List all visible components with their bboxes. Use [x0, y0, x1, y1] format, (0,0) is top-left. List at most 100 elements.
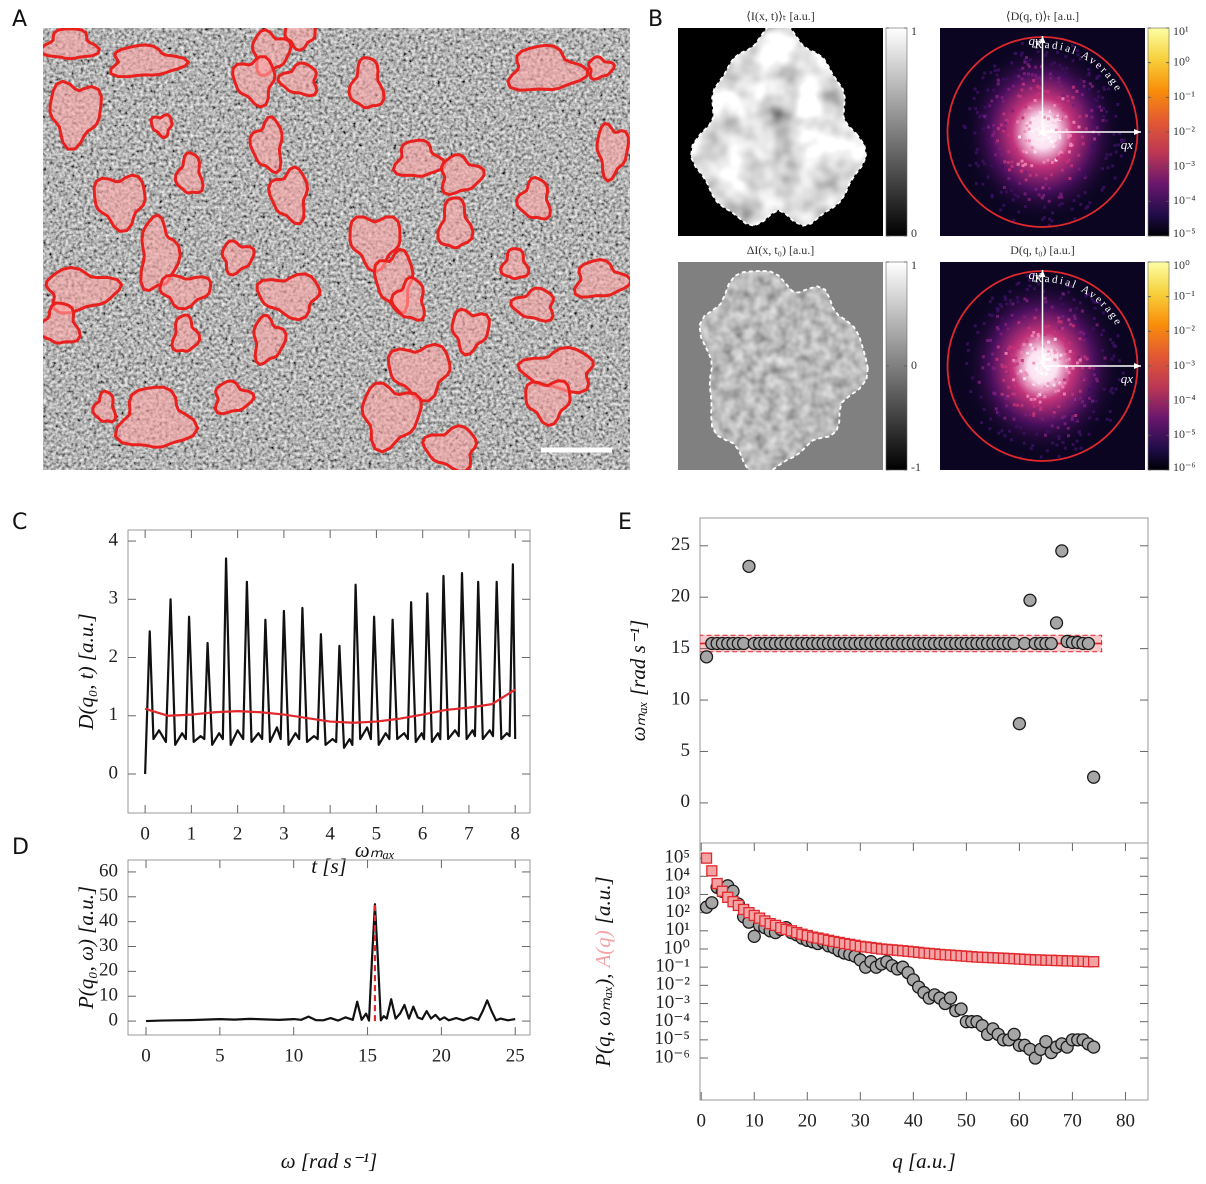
speckle: [1045, 330, 1049, 334]
speckle: [1061, 440, 1065, 444]
speckle: [1048, 72, 1052, 76]
speckle: [1040, 390, 1044, 394]
speckle: [1049, 139, 1053, 143]
speckle: [1109, 389, 1113, 393]
data-point: [1086, 1040, 1101, 1054]
speckle: [1078, 115, 1082, 119]
speckle: [1023, 162, 1027, 166]
speckle: [996, 327, 1000, 331]
speckle: [1046, 302, 1050, 306]
speckle: [1090, 84, 1094, 88]
data-point: [747, 929, 761, 943]
y-tick-label: 1: [109, 704, 119, 725]
cell-cluster: [436, 196, 475, 250]
speckle: [1092, 367, 1096, 370]
speckle: [1025, 149, 1029, 153]
speckle: [1047, 324, 1051, 328]
image: [678, 28, 883, 236]
speckle: [1000, 152, 1004, 156]
image-title: ΔI(x, t₀) [a.u.]: [747, 243, 815, 257]
speckle: [1053, 139, 1057, 143]
speckle: [1093, 97, 1097, 101]
data-point: [1049, 616, 1064, 630]
speckle: [1010, 370, 1014, 374]
speckle: [1042, 361, 1046, 365]
speckle: [1057, 80, 1061, 84]
speckle: [1112, 132, 1116, 136]
speckle: [1042, 194, 1046, 197]
speckle: [1040, 196, 1044, 200]
speckle: [980, 114, 984, 117]
speckle: [1032, 361, 1036, 365]
speckle: [1113, 176, 1117, 180]
speckle: [1044, 53, 1048, 57]
speckle: [1004, 365, 1008, 369]
speckle: [1018, 68, 1022, 72]
speckle: [1078, 331, 1081, 335]
speckle: [1037, 381, 1041, 385]
speckle: [1043, 205, 1047, 209]
speckle: [1036, 359, 1040, 363]
speckle: [982, 408, 986, 412]
speckle: [1079, 81, 1083, 85]
speckle: [1071, 443, 1075, 447]
speckle: [1083, 355, 1087, 359]
x-tick-label: 3: [279, 823, 289, 844]
speckle: [1057, 404, 1061, 408]
cell-cluster: [391, 138, 447, 178]
y-tick-label: 20: [671, 586, 690, 607]
speckle: [1036, 366, 1040, 370]
speckle: [1028, 173, 1032, 177]
y-tick-label: 50: [99, 885, 118, 906]
colorbar-tick-label: 10⁻³: [1173, 358, 1195, 372]
cell-cluster: [255, 272, 322, 322]
speckle: [1078, 360, 1082, 364]
speckle: [1059, 320, 1063, 324]
speckle: [1108, 410, 1112, 413]
speckle: [1060, 168, 1064, 172]
speckle: [997, 431, 1001, 435]
speckle: [1057, 76, 1061, 80]
speckle: [1005, 370, 1008, 374]
speckle: [1023, 297, 1027, 301]
speckle: [993, 69, 997, 72]
speckle: [1025, 56, 1028, 59]
speckle: [1030, 358, 1034, 362]
speckle: [1072, 120, 1076, 124]
speckle: [1005, 404, 1009, 408]
x-tick-label: 50: [957, 1110, 976, 1131]
data-line: [144, 557, 517, 775]
speckle: [1080, 135, 1084, 139]
speckle: [1046, 387, 1050, 391]
speckle: [1010, 109, 1014, 113]
speckle: [1050, 109, 1054, 113]
speckle: [1100, 333, 1103, 337]
speckle: [1053, 115, 1057, 119]
speckle: [1016, 162, 1020, 166]
speckle: [1101, 167, 1104, 171]
panel-label: E: [618, 510, 632, 535]
speckle: [1042, 357, 1046, 360]
plot-frame: [699, 842, 1149, 1101]
speckle: [986, 339, 990, 343]
speckle: [982, 162, 986, 166]
speckle: [992, 130, 996, 134]
speckle: [1101, 96, 1105, 100]
speckle: [988, 427, 992, 431]
speckle: [1043, 395, 1047, 399]
data-point: [706, 865, 718, 877]
colorbar-tick-label: 10⁰: [1173, 258, 1190, 272]
speckle: [1102, 86, 1106, 89]
speckle: [1055, 113, 1059, 117]
speckle: [1109, 338, 1112, 341]
speckle: [987, 362, 991, 366]
speckle: [1047, 186, 1051, 190]
speckle: [1061, 93, 1065, 97]
speckle: [1000, 164, 1004, 168]
speckle: [1072, 103, 1076, 107]
plot-frame: [127, 529, 531, 814]
speckle: [1001, 99, 1005, 103]
speckle: [994, 330, 998, 334]
speckle: [975, 182, 978, 186]
speckle: [1054, 389, 1058, 393]
